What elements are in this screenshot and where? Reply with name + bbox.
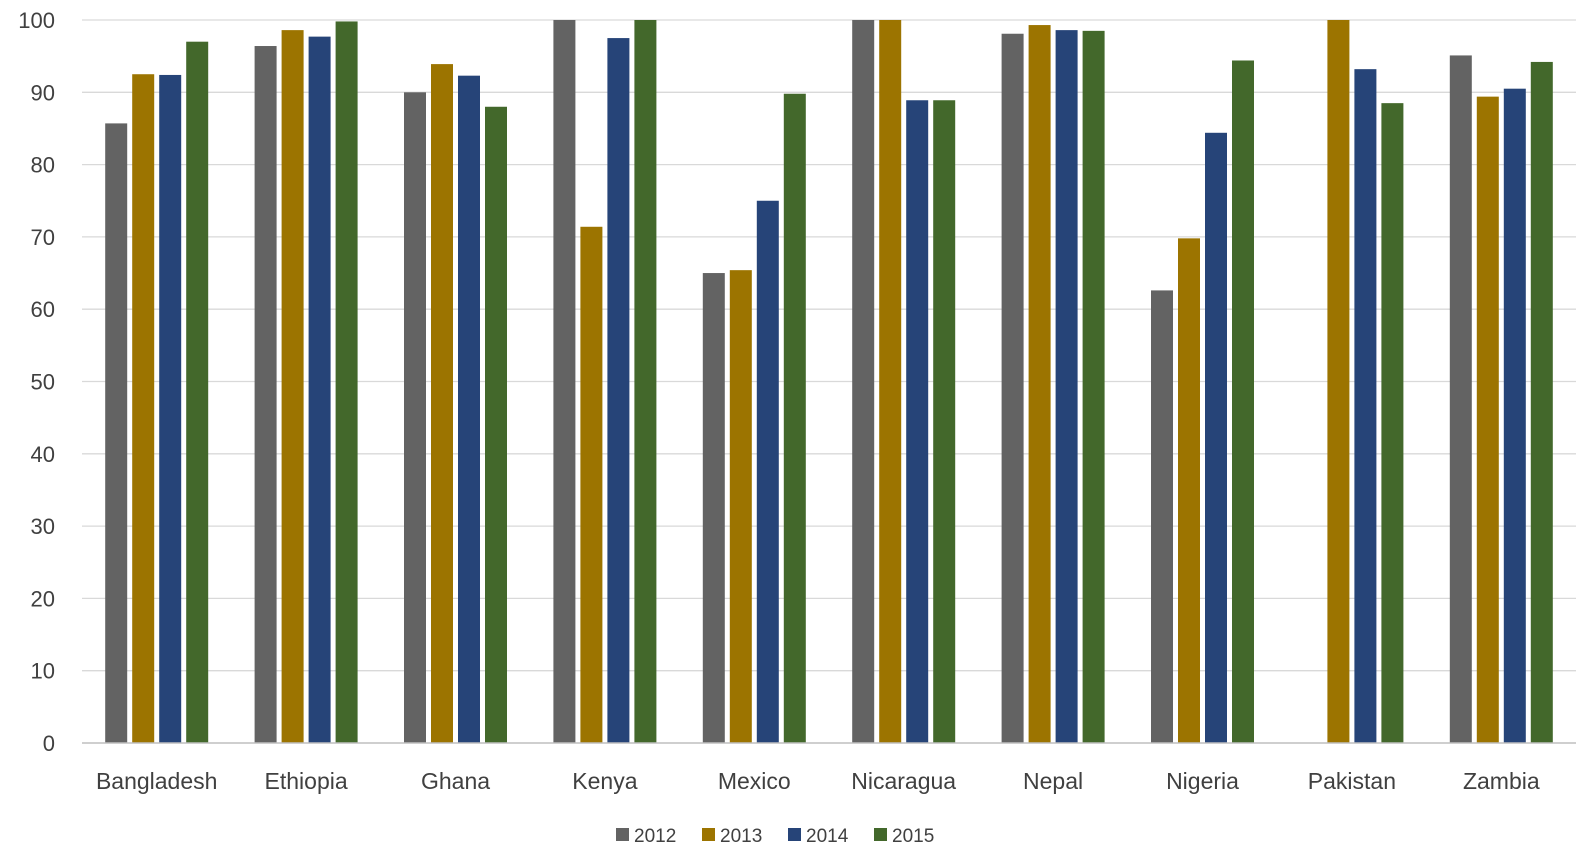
bar-2013-ghana [431,64,453,743]
y-tick-label: 40 [31,442,55,467]
y-tick-label: 20 [31,586,55,611]
bar-2013-nigeria [1178,238,1200,743]
y-tick-label: 30 [31,514,55,539]
legend-swatch-2014 [788,828,801,841]
y-tick-label: 60 [31,297,55,322]
x-tick-label: Bangladesh [96,768,218,794]
gridlines [82,19,1576,672]
bar-2013-kenya [580,226,603,743]
bar-2014-nigeria [1205,132,1227,744]
x-tick-label: Mexico [718,768,791,794]
x-tick-label: Nicaragua [851,768,956,794]
legend-label-2012: 2012 [634,826,676,847]
bar-2014-pakistan [1354,69,1377,743]
legend-swatch-2013 [702,828,715,841]
y-tick-label: 50 [31,370,55,395]
y-tick-label: 70 [31,225,55,250]
bar-2012-nepal [1001,33,1024,743]
bar-2014-kenya [607,38,630,743]
bar-2014-ethiopia [308,36,331,743]
y-tick-label: 80 [31,153,55,178]
legend-swatch-2015 [874,828,887,841]
bar-2012-zambia [1449,55,1472,743]
bar-2014-nicaragua [906,100,929,744]
bar-2013-nicaragua [879,20,902,743]
bar-2013-nepal [1028,25,1051,744]
x-tick-label: Kenya [572,768,637,794]
bar-2014-nepal [1055,30,1078,743]
bar-2014-mexico [756,200,779,743]
bar-2012-bangladesh [105,123,128,744]
legend: 2012 2013 2014 2015 [616,826,934,847]
bar-2014-zambia [1503,88,1526,743]
bar-2013-ethiopia [281,30,304,743]
x-tick-label: Ghana [421,768,490,794]
x-tick-label: Ethiopia [265,768,348,794]
bar-2012-kenya [553,20,576,743]
bar-2014-bangladesh [159,74,182,743]
bar-2012-ghana [404,92,426,744]
bar-2015-nigeria [1232,60,1254,744]
bar-2015-bangladesh [186,41,209,743]
legend-label-2013: 2013 [720,826,762,847]
y-tick-label: 100 [18,8,55,33]
bar-2013-bangladesh [132,74,155,744]
bar-2015-nicaragua [933,100,956,744]
bar-2015-ethiopia [335,21,358,744]
bar-2013-zambia [1476,96,1499,743]
bar-2015-pakistan [1381,103,1404,743]
bar-2013-pakistan [1327,20,1350,743]
y-tick-label: 10 [31,659,55,684]
legend-label-2015: 2015 [892,826,934,847]
bar-2015-mexico [783,93,806,744]
bar-2015-ghana [485,106,507,743]
axes: 0 10 20 30 40 50 60 70 80 90 100 Bangladesh Ethiopia… [18,8,1576,794]
y-tick-label: 90 [31,80,55,105]
bar-2012-nigeria [1151,290,1173,743]
x-tick-label: Nepal [1023,768,1083,794]
x-tick-label: Nigeria [1166,768,1239,794]
bar-2012-mexico [702,273,725,743]
y-tick-label: 0 [43,731,55,756]
legend-label-2014: 2014 [806,826,849,847]
x-tick-label: Zambia [1463,768,1540,794]
x-tick-label: Pakistan [1308,768,1396,794]
legend-swatch-2012 [616,828,629,841]
bar-2014-ghana [458,75,480,743]
bar-2015-nepal [1082,30,1105,744]
bar-2015-zambia [1530,61,1553,743]
bar-2012-ethiopia [254,46,277,743]
bars [105,20,1553,744]
bar-2015-kenya [634,20,657,743]
bar-2012-nicaragua [852,20,875,743]
bar-2013-mexico [729,270,752,743]
